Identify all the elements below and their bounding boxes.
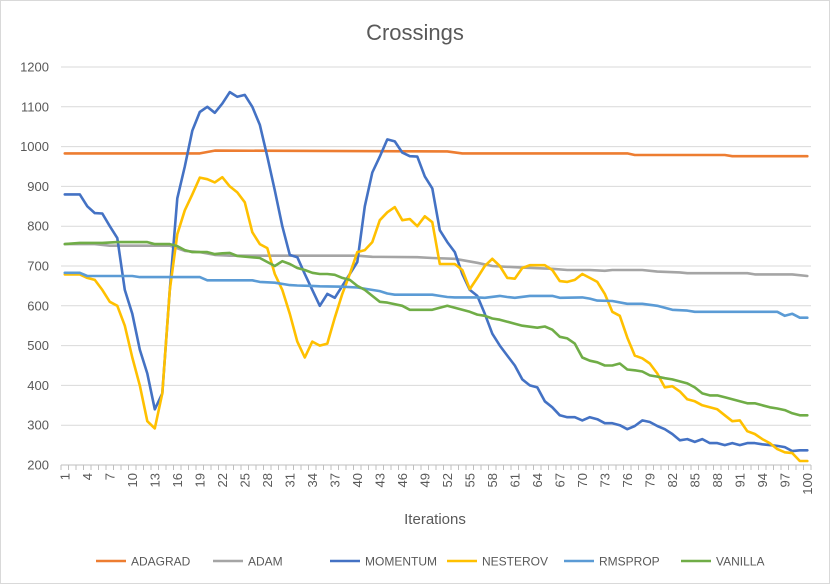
x-tick-label: 100 — [800, 473, 815, 495]
x-tick-label: 61 — [507, 473, 522, 487]
x-tick-label: 10 — [125, 473, 140, 487]
x-axis-ticks: 1 4 7 10 13 16 19 22 25 28 31 34 37 40 43 46 49 52 55 58 61 6… — [57, 465, 815, 495]
x-tick-label: 82 — [665, 473, 680, 487]
x-tick-label: 25 — [237, 473, 252, 487]
x-tick-label: 22 — [215, 473, 230, 487]
y-tick-label: 1200 — [20, 60, 49, 75]
x-tick-label: 19 — [192, 473, 207, 487]
x-tick-label: 40 — [350, 473, 365, 487]
series-line-nesterov — [63, 175, 809, 463]
legend-label-momentum: MOMENTUM — [365, 555, 437, 569]
x-tick-label: 49 — [417, 473, 432, 487]
x-tick-label: 85 — [687, 473, 702, 487]
x-tick-label: 34 — [305, 473, 320, 487]
x-tick-label: 58 — [485, 473, 500, 487]
legend-label-vanilla: VANILLA — [716, 555, 764, 569]
series-line-momentum — [63, 90, 809, 453]
x-axis-title: Iterations — [404, 511, 466, 528]
x-tick-label: 97 — [777, 473, 792, 487]
x-tick-label: 67 — [552, 473, 567, 487]
x-tick-label: 1 — [57, 473, 72, 480]
y-tick-label: 500 — [27, 338, 49, 353]
x-tick-label: 55 — [462, 473, 477, 487]
x-tick-label: 16 — [170, 473, 185, 487]
x-tick-label: 79 — [642, 473, 657, 487]
x-tick-label: 94 — [755, 473, 770, 487]
y-tick-label: 200 — [27, 458, 49, 473]
legend-label-adagrad: ADAGRAD — [131, 555, 191, 569]
legend-label-nesterov: NESTEROV — [482, 555, 548, 569]
series-line-adagrad — [63, 149, 809, 158]
y-tick-label: 800 — [27, 219, 49, 234]
x-tick-label: 70 — [575, 473, 590, 487]
x-tick-label: 7 — [102, 473, 117, 480]
y-tick-label: 400 — [27, 378, 49, 393]
x-tick-label: 31 — [282, 473, 297, 487]
y-axis-ticks: 200 300 400 500 600 700 800 900 1000 1100 1200 — [20, 60, 49, 473]
x-tick-label: 4 — [80, 473, 95, 480]
legend-label-rmsprop: RMSPROP — [599, 555, 660, 569]
x-tick-label: 46 — [395, 473, 410, 487]
y-tick-label: 1000 — [20, 139, 49, 154]
series-line-rmsprop — [63, 271, 809, 320]
x-tick-label: 76 — [620, 473, 635, 487]
y-tick-label: 700 — [27, 259, 49, 274]
series-lines — [63, 90, 809, 463]
legend-label-adam: ADAM — [248, 555, 283, 569]
y-tick-label: 600 — [27, 298, 49, 313]
x-tick-label: 64 — [530, 473, 545, 487]
x-tick-label: 73 — [597, 473, 612, 487]
y-tick-label: 1100 — [21, 99, 49, 114]
x-tick-label: 91 — [732, 473, 747, 487]
y-tick-label: 900 — [27, 179, 49, 194]
series-line-vanilla — [63, 240, 809, 417]
legend: ADAGRAD ADAM MOMENTUM NESTEROV RMSPROP VANILL… — [96, 555, 764, 569]
x-tick-label: 13 — [147, 473, 162, 487]
x-tick-label: 37 — [327, 473, 342, 487]
x-tick-label: 28 — [260, 473, 275, 487]
x-tick-label: 52 — [440, 473, 455, 487]
y-tick-label: 300 — [27, 418, 49, 433]
gridlines — [61, 66, 811, 466]
chart-title: Crossings — [366, 20, 464, 45]
x-tick-label: 88 — [710, 473, 725, 487]
x-tick-label: 43 — [372, 473, 387, 487]
